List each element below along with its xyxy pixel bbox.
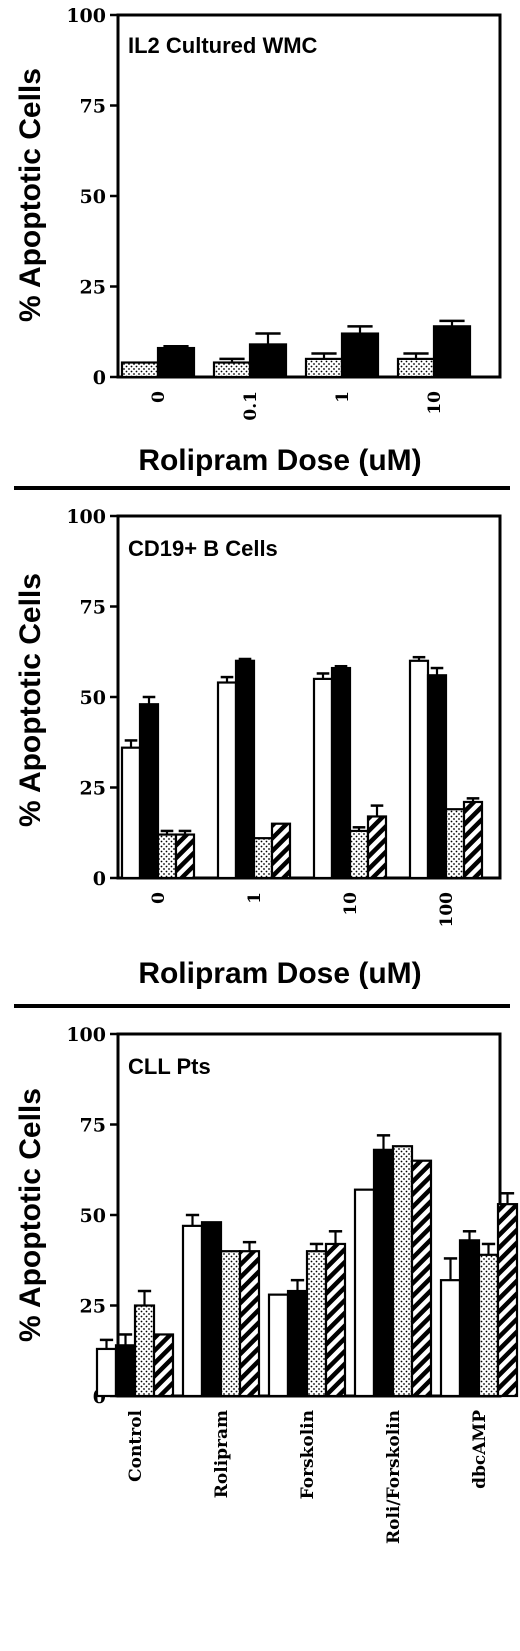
x-tick-label: 0 (149, 391, 169, 403)
separator-rule-2 (14, 1004, 510, 1008)
y-tick-label: 100 (66, 506, 106, 528)
bar (114, 1344, 137, 1398)
bar (267, 1293, 290, 1398)
bar (410, 1159, 433, 1398)
x-tick-label: 10 (425, 391, 445, 415)
bar (340, 332, 380, 379)
bar (304, 357, 344, 379)
bar (270, 822, 292, 880)
y-tick-label: 75 (80, 96, 106, 118)
bar (200, 1221, 223, 1398)
separator-rule-1 (14, 486, 510, 490)
bar (324, 1242, 347, 1398)
x-tick-label: 0 (149, 892, 169, 904)
y-tick-label: 0 (93, 367, 106, 389)
bar (252, 837, 274, 880)
bar (120, 746, 142, 880)
bar (396, 357, 436, 379)
bar (238, 1250, 261, 1398)
x-tick-label: 1 (245, 892, 265, 904)
x-tick-label: 10 (341, 892, 361, 916)
bar (353, 1188, 376, 1398)
y-tick-label: 100 (66, 5, 106, 27)
y-tick-label: 75 (80, 1115, 106, 1137)
bar (248, 343, 288, 379)
y-tick-label: 25 (80, 778, 106, 800)
panel-title: CLL Pts (128, 1054, 211, 1079)
y-axis-label: % Apoptotic Cells (14, 1088, 47, 1342)
x-tick-label: Forskolin (298, 1410, 318, 1499)
bar (181, 1224, 204, 1398)
bar (444, 808, 466, 880)
bar (496, 1203, 519, 1398)
bar (426, 674, 448, 880)
panel-title: CD19+ B Cells (128, 536, 278, 561)
panel-title: IL2 Cultured WMC (128, 33, 318, 58)
y-tick-label: 50 (80, 1205, 106, 1227)
bar (138, 703, 160, 880)
bar (391, 1145, 414, 1398)
x-tick-label: dbcAMP (470, 1410, 490, 1489)
bar (439, 1279, 462, 1398)
bar (234, 659, 256, 880)
bar (133, 1304, 156, 1398)
bar (120, 361, 160, 379)
bar (408, 659, 430, 880)
bar (305, 1250, 328, 1398)
y-axis-label: % Apoptotic Cells (14, 68, 47, 322)
y-tick-label: 0 (93, 868, 106, 890)
bar (366, 815, 388, 880)
y-tick-label: 100 (66, 1024, 106, 1046)
y-axis-label: % Apoptotic Cells (14, 573, 47, 827)
y-tick-label: 50 (80, 186, 106, 208)
bar (156, 346, 196, 379)
y-tick-label: 50 (80, 687, 106, 709)
bar (432, 325, 472, 379)
y-tick-label: 25 (80, 277, 106, 299)
x-tick-label: Roli/Forskolin (384, 1410, 404, 1544)
bar (330, 666, 352, 880)
bar (462, 800, 484, 880)
y-tick-label: 25 (80, 1296, 106, 1318)
x-tick-label: 0.1 (241, 391, 261, 421)
x-tick-label: 1 (333, 391, 353, 403)
bar (174, 833, 196, 880)
x-axis-label: Rolipram Dose (uM) (138, 957, 421, 990)
bar (372, 1148, 395, 1398)
x-tick-label: 100 (437, 892, 457, 928)
bar (219, 1250, 242, 1398)
bar (477, 1253, 500, 1398)
bar (156, 833, 178, 880)
x-tick-label: Rolipram (212, 1410, 232, 1498)
x-tick-label: Control (126, 1409, 146, 1481)
bar (152, 1333, 175, 1398)
plot-frame (116, 13, 502, 379)
bar (458, 1239, 481, 1398)
bar (95, 1347, 118, 1398)
x-axis-label: Rolipram Dose (uM) (138, 444, 421, 477)
y-tick-label: 75 (80, 597, 106, 619)
bar (216, 681, 238, 880)
bar (312, 677, 334, 880)
bar (348, 829, 370, 880)
bar (286, 1289, 309, 1398)
bar (212, 361, 252, 379)
